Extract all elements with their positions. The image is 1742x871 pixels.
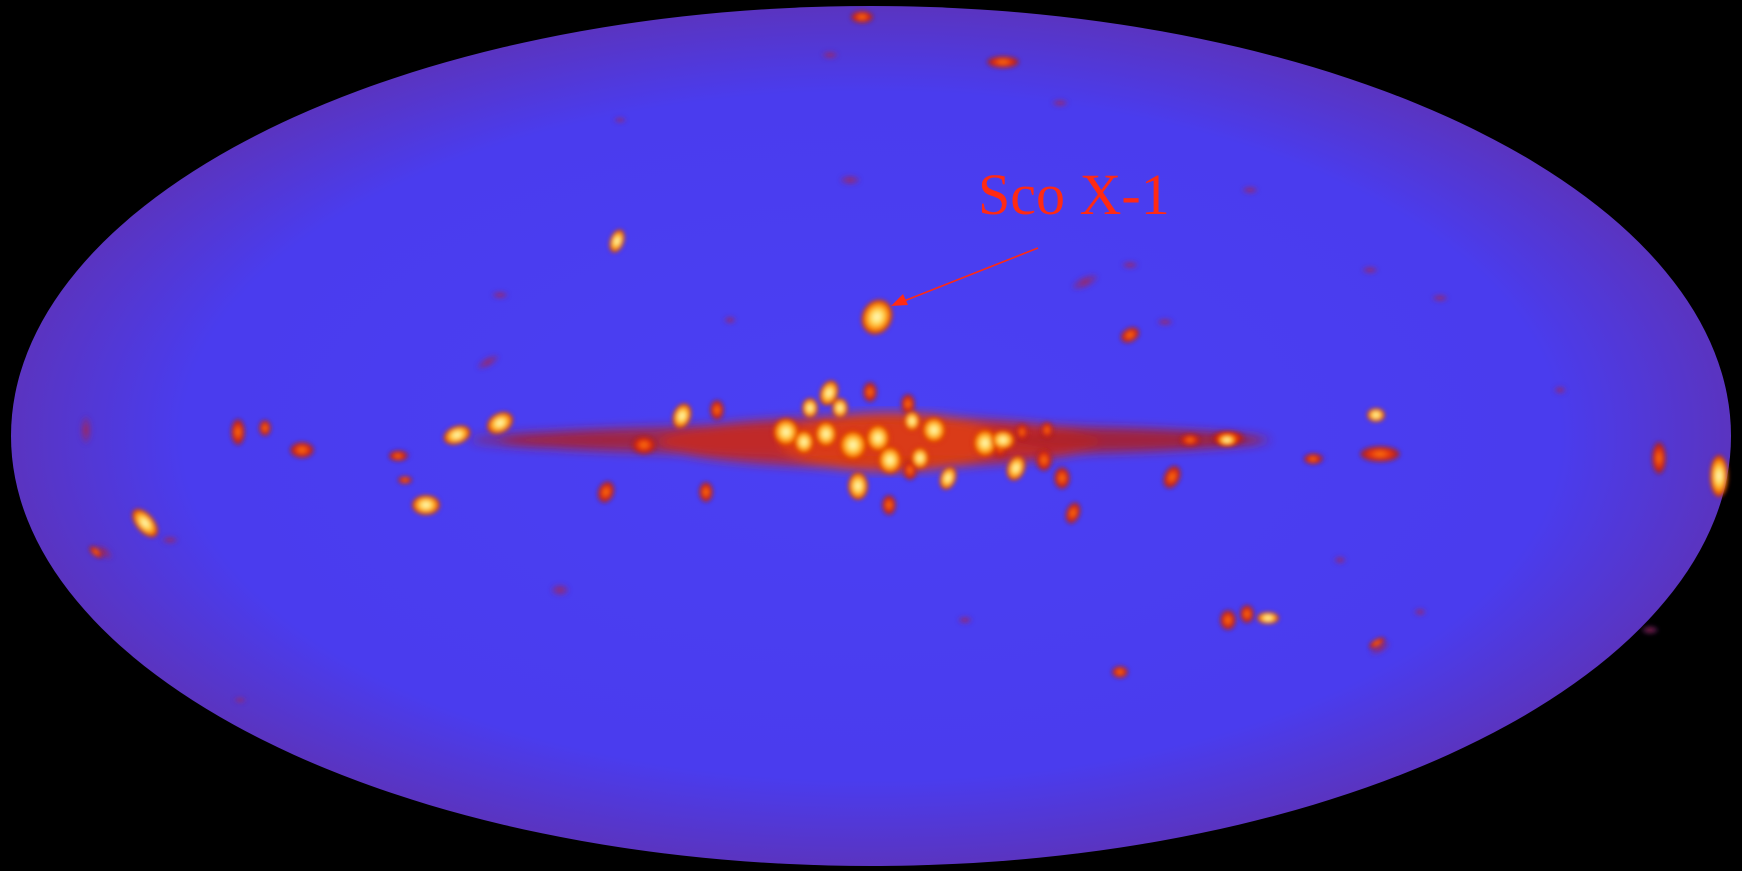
sco-x1-label: Sco X-1 bbox=[978, 162, 1170, 227]
medium-sources bbox=[89, 11, 1666, 678]
faint-sources bbox=[80, 51, 1658, 703]
arrow-icon bbox=[891, 247, 1039, 306]
bright-sources bbox=[132, 229, 1728, 624]
